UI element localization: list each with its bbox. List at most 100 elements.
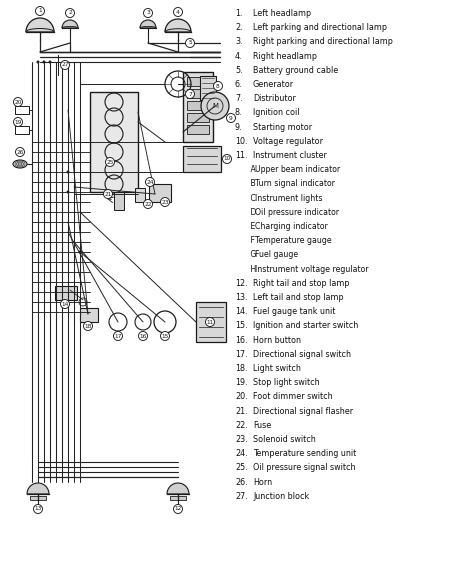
Text: 6.: 6. — [235, 80, 243, 89]
Text: 14.: 14. — [235, 307, 247, 316]
Circle shape — [43, 61, 46, 64]
Circle shape — [66, 170, 70, 174]
Text: Fuse: Fuse — [253, 421, 271, 430]
Text: 9.: 9. — [235, 123, 243, 132]
Text: Instrument lights: Instrument lights — [255, 193, 322, 202]
Text: Voltage regulator: Voltage regulator — [253, 137, 323, 146]
Text: 10.: 10. — [235, 137, 247, 146]
Text: Generator: Generator — [253, 80, 294, 89]
Text: F: F — [243, 236, 255, 245]
Text: Right tail and stop lamp: Right tail and stop lamp — [253, 279, 349, 288]
Circle shape — [222, 155, 231, 164]
Text: 26: 26 — [16, 149, 24, 155]
Circle shape — [61, 61, 70, 70]
Bar — [170, 496, 186, 500]
Text: Instrument cluster: Instrument cluster — [253, 151, 327, 160]
Text: Right parking and directional lamp: Right parking and directional lamp — [253, 38, 393, 47]
Text: 21.: 21. — [235, 406, 247, 416]
Text: E: E — [243, 222, 255, 231]
Bar — [114, 192, 124, 210]
Text: 22.: 22. — [235, 421, 248, 430]
Text: G: G — [243, 251, 256, 260]
Ellipse shape — [13, 160, 27, 168]
Text: 5.: 5. — [235, 66, 243, 75]
Text: 19.: 19. — [235, 378, 247, 387]
Text: 25: 25 — [106, 160, 114, 165]
Wedge shape — [26, 18, 54, 32]
Text: 4: 4 — [176, 10, 180, 15]
Circle shape — [113, 332, 122, 341]
Bar — [15, 106, 29, 114]
Bar — [200, 76, 216, 100]
Text: Turn signal indicator: Turn signal indicator — [255, 179, 335, 188]
Text: 1.: 1. — [235, 9, 243, 18]
Bar — [187, 113, 209, 122]
Circle shape — [161, 332, 170, 341]
Text: 14: 14 — [61, 301, 69, 306]
Text: 2.: 2. — [235, 23, 243, 32]
Bar — [187, 125, 209, 134]
Circle shape — [185, 89, 194, 98]
Text: Fuel gauge tank unit: Fuel gauge tank unit — [253, 307, 336, 316]
Text: Instrument voltage regulator: Instrument voltage regulator — [255, 265, 368, 274]
Text: C: C — [243, 193, 256, 202]
Circle shape — [173, 7, 182, 16]
Text: 13: 13 — [34, 506, 42, 511]
Text: Junction block: Junction block — [253, 492, 309, 501]
Circle shape — [138, 332, 147, 341]
Bar — [183, 72, 213, 142]
Text: 19: 19 — [14, 120, 22, 125]
Text: 8.: 8. — [235, 108, 243, 117]
Circle shape — [173, 505, 182, 514]
Circle shape — [79, 251, 82, 253]
Circle shape — [16, 147, 25, 156]
Bar — [30, 496, 46, 500]
Bar — [183, 146, 221, 172]
Text: Oil pressure indicator: Oil pressure indicator — [255, 208, 339, 217]
Text: 23: 23 — [161, 200, 169, 205]
Text: 17.: 17. — [235, 350, 247, 359]
Text: Battery ground cable: Battery ground cable — [253, 66, 338, 75]
Bar — [80, 308, 98, 322]
Wedge shape — [167, 483, 189, 494]
Circle shape — [144, 8, 153, 17]
Circle shape — [185, 39, 194, 48]
Circle shape — [13, 117, 22, 126]
Text: 18.: 18. — [235, 364, 247, 373]
Wedge shape — [27, 483, 49, 494]
Circle shape — [213, 81, 222, 90]
Text: 20: 20 — [14, 99, 22, 105]
Text: 3.: 3. — [235, 38, 243, 47]
Text: Left tail and stop lamp: Left tail and stop lamp — [253, 293, 344, 302]
Circle shape — [36, 61, 39, 64]
Text: 21: 21 — [104, 192, 112, 197]
Text: Stop light switch: Stop light switch — [253, 378, 319, 387]
Wedge shape — [140, 20, 156, 28]
Text: Starting motor: Starting motor — [253, 123, 312, 132]
Text: M: M — [212, 103, 218, 109]
Text: 26.: 26. — [235, 478, 247, 487]
Text: H: H — [243, 265, 256, 274]
Wedge shape — [62, 20, 78, 28]
Bar — [187, 89, 209, 98]
Circle shape — [201, 92, 229, 120]
Text: 11.: 11. — [235, 151, 247, 160]
Text: Solenoid switch: Solenoid switch — [253, 435, 316, 444]
Circle shape — [48, 61, 52, 64]
Wedge shape — [165, 19, 191, 32]
Text: Ignition and starter switch: Ignition and starter switch — [253, 321, 358, 330]
Text: 22: 22 — [144, 202, 152, 206]
Circle shape — [66, 191, 70, 193]
Text: 9: 9 — [229, 116, 233, 120]
Text: 27.: 27. — [235, 492, 248, 501]
Text: Horn: Horn — [253, 478, 272, 487]
Text: Light switch: Light switch — [253, 364, 301, 373]
Text: Directional signal switch: Directional signal switch — [253, 350, 351, 359]
Text: 12.: 12. — [235, 279, 247, 288]
Bar — [187, 77, 209, 86]
Circle shape — [36, 7, 45, 16]
Text: 20.: 20. — [235, 392, 247, 401]
Text: 23.: 23. — [235, 435, 247, 444]
Text: 27: 27 — [61, 62, 69, 67]
Circle shape — [83, 321, 92, 330]
